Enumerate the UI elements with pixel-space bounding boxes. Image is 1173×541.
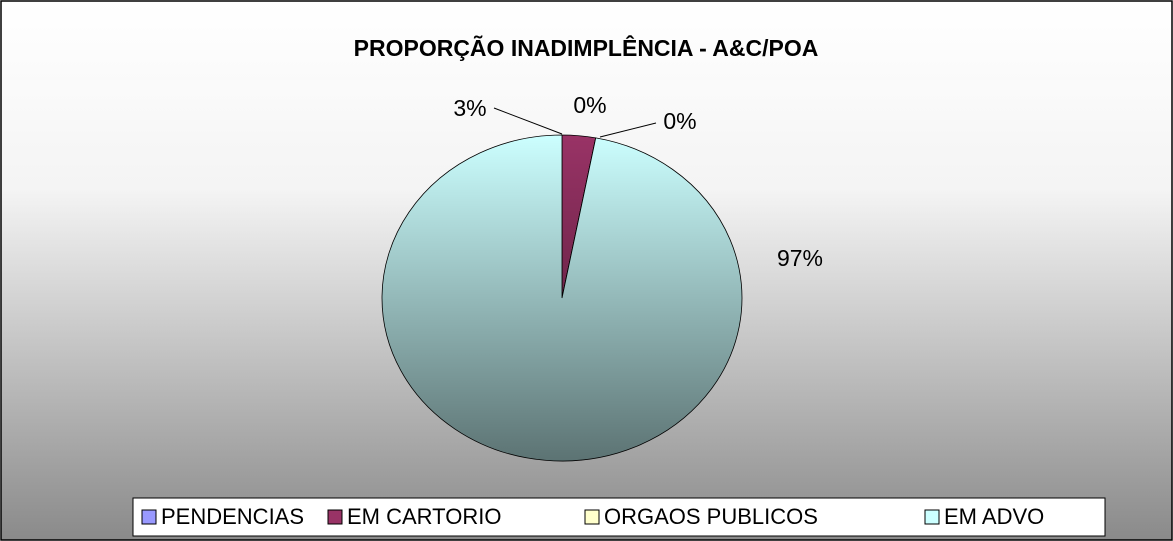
legend-label: EM ADVO bbox=[944, 504, 1044, 529]
data-label: 0% bbox=[573, 92, 606, 118]
leader-line bbox=[599, 122, 657, 138]
legend-label: EM CARTORIO bbox=[347, 504, 501, 529]
legend: PENDENCIAS EM CARTORIO ORGAOS PUBLICOS EM A… bbox=[141, 504, 1044, 529]
data-label: 0% bbox=[663, 108, 696, 134]
data-label: 3% bbox=[453, 95, 486, 121]
legend-swatch bbox=[327, 509, 343, 525]
legend-swatch bbox=[141, 509, 157, 525]
chart-title: PROPORÇÃO INADIMPLÊNCIA - A&C/POA bbox=[354, 34, 819, 61]
legend-label: ORGAOS PUBLICOS bbox=[604, 504, 818, 529]
data-label: 97% bbox=[777, 245, 823, 271]
legend-box bbox=[132, 497, 1106, 537]
leader-line bbox=[493, 107, 563, 135]
legend-label: PENDENCIAS bbox=[161, 504, 304, 529]
legend-swatch bbox=[584, 509, 600, 525]
pie-slice bbox=[381, 134, 743, 462]
legend-swatch bbox=[924, 509, 940, 525]
